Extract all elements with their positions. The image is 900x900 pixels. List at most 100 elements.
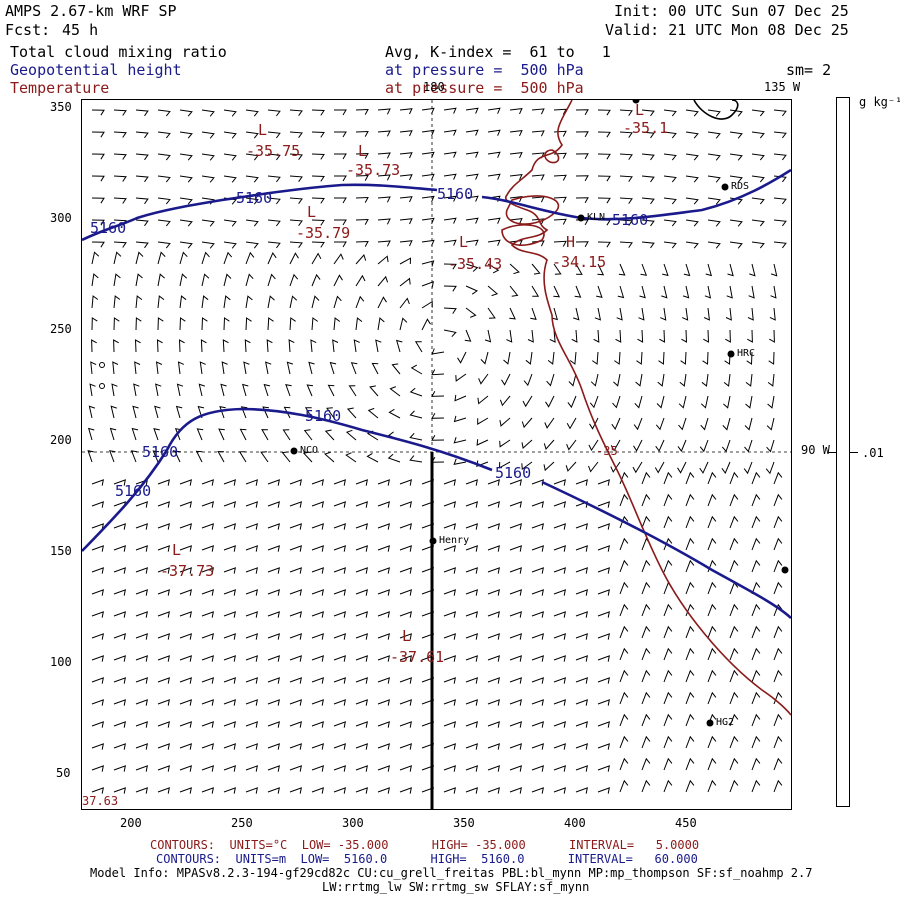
wind-barb [773, 109, 787, 117]
wind-barb [767, 395, 775, 409]
wind-barb [179, 501, 192, 508]
wind-barb [267, 153, 281, 161]
wind-barb [729, 219, 743, 227]
wind-barb [633, 439, 643, 452]
wind-barb [727, 263, 734, 277]
wind-barb [223, 721, 236, 728]
wind-barb [179, 197, 193, 205]
wind-barb [113, 109, 127, 116]
wind-barb [575, 633, 588, 640]
wind-barb [333, 611, 346, 618]
wind-barb [641, 669, 651, 683]
wind-barb [663, 603, 673, 617]
wind-barb [443, 523, 456, 530]
wind-barb [157, 743, 170, 750]
wind-barb [223, 219, 237, 227]
wind-barb [465, 545, 478, 552]
wind-barb [245, 589, 258, 596]
wind-barb [179, 479, 192, 486]
wind-barb [243, 361, 250, 375]
wind-barb [410, 364, 423, 375]
wind-barb [597, 765, 610, 772]
wind-barb [683, 263, 691, 277]
wind-barb [157, 523, 170, 530]
wind-barb [641, 559, 651, 573]
wind-barb [355, 699, 368, 706]
wind-barb [431, 391, 445, 397]
wind-barb [179, 765, 192, 772]
wind-barb [303, 429, 313, 441]
temp-extreme-value: -35.73 [346, 161, 401, 179]
wind-barb [487, 523, 500, 530]
wind-barb [179, 219, 193, 227]
wind-barb [267, 295, 275, 309]
wind-barb [663, 757, 673, 771]
x-tick-label: 300 [342, 816, 364, 830]
wind-barb [223, 567, 236, 574]
wind-barb [289, 109, 303, 116]
wind-barb [267, 219, 281, 227]
wind-barb [662, 263, 669, 277]
wind-barb [751, 131, 765, 139]
wind-barb [707, 109, 721, 117]
wind-barb [531, 240, 545, 247]
wind-barb [655, 417, 665, 431]
wind-barb [443, 501, 456, 508]
wind-barb [770, 263, 778, 277]
height-label: 5160 [612, 211, 649, 229]
wind-barb [267, 699, 280, 706]
wind-barb [109, 427, 117, 441]
wind-barb [355, 655, 368, 662]
wind-barb [685, 669, 695, 683]
wind-barb [543, 439, 555, 450]
wind-barb [135, 567, 148, 574]
wind-barb [431, 412, 445, 419]
wind-barb [88, 405, 96, 419]
wind-barb [660, 307, 667, 321]
wind-barb [443, 263, 457, 270]
wind-barb [531, 677, 544, 684]
wind-barb [223, 545, 236, 552]
wind-barb [509, 699, 522, 706]
wind-barb [157, 219, 171, 227]
wind-barb [399, 218, 413, 225]
temp-extreme-letter: L [635, 101, 645, 119]
wind-barb [179, 699, 192, 706]
wind-barb [311, 545, 324, 552]
wind-barb [135, 131, 149, 139]
smoothing-value: sm= 2 [786, 61, 832, 79]
x-tick-label: 200 [120, 816, 142, 830]
wind-barb [597, 153, 611, 160]
wind-barb [707, 471, 717, 485]
y-tick-label: 250 [50, 322, 72, 336]
wind-barb [157, 765, 170, 772]
wind-barb [89, 383, 96, 397]
wind-barb [326, 407, 335, 419]
missing-barb-marker [99, 383, 105, 389]
wind-barb [201, 153, 215, 161]
wind-barb [553, 699, 566, 706]
wind-barb [265, 361, 272, 375]
wind-barb [135, 721, 148, 728]
wind-barb [135, 501, 148, 508]
wind-barb [91, 479, 104, 486]
wind-barb [399, 196, 413, 203]
wind-barb [113, 633, 126, 640]
wind-barb [685, 735, 695, 749]
wind-barb [355, 152, 369, 159]
wind-barb [657, 373, 665, 387]
wind-barb [91, 295, 99, 309]
wind-barb [175, 405, 183, 419]
wind-barb [619, 691, 629, 705]
wind-barb [746, 351, 753, 365]
wind-barb [553, 721, 566, 728]
wind-barb [377, 633, 390, 640]
wind-barb [487, 263, 500, 274]
wind-barb [575, 589, 588, 596]
wind-barb [443, 699, 456, 706]
wind-barb [499, 417, 511, 427]
wind-barb [179, 317, 186, 331]
wind-barb [568, 373, 577, 387]
temp-extreme-letter: L [358, 142, 368, 160]
wind-barb [179, 677, 192, 684]
